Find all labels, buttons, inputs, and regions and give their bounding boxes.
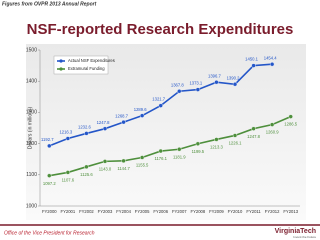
data-label: 1125.6 [80, 172, 93, 177]
footer-office: Office of the Vice President for Researc… [4, 230, 95, 236]
data-label: 1199.5 [192, 149, 205, 154]
legend-label: Extramural Funding [68, 66, 105, 71]
point [158, 103, 163, 108]
x-tick-label: FY2001 [61, 209, 76, 214]
point [269, 122, 275, 127]
data-label: 1289.6 [134, 107, 147, 112]
data-label: 1450.1 [245, 57, 258, 62]
x-tick-label: FY2006 [153, 209, 168, 214]
y-tick-label: 1000 [26, 203, 37, 209]
x-tick-label: FY2002 [79, 209, 94, 214]
y-tick-label: 1200 [26, 141, 37, 147]
data-label: 1213.3 [210, 145, 223, 150]
x-tick-label: FY2010 [228, 209, 243, 214]
logo: VirginiaTech [275, 228, 316, 235]
point [288, 114, 293, 119]
point [232, 133, 238, 138]
x-tick-label: FY2005 [135, 209, 150, 214]
point [84, 164, 89, 170]
header: Figures from OVPR 2013 Annual Report [2, 1, 97, 7]
data-label: 1247.8 [97, 120, 110, 125]
logo-tagline: Invent the Future [293, 235, 316, 239]
point [232, 82, 238, 87]
series-line [49, 115, 292, 177]
point [47, 143, 52, 149]
point [84, 131, 89, 136]
data-label: 1373.1 [189, 81, 202, 86]
data-label: 1192.7 [41, 137, 54, 142]
x-tick-label: FY2009 [209, 209, 224, 214]
data-label: 1226.1 [229, 141, 242, 146]
x-tick-label: FY2012 [265, 209, 280, 214]
data-label: 1232.6 [78, 125, 91, 130]
data-label: 1097.2 [43, 181, 56, 186]
data-label: 1247.8 [247, 134, 260, 139]
point [102, 126, 108, 131]
data-label: 1155.5 [136, 163, 149, 168]
y-tick-label: 1500 [26, 47, 37, 53]
data-label: 1321.7 [152, 97, 165, 102]
x-tick-label: FY2007 [172, 209, 187, 214]
legend-marker [59, 59, 63, 63]
y-tick-label: 1100 [26, 172, 37, 178]
data-label: 1176.1 [154, 156, 167, 161]
legend-box [53, 55, 109, 75]
point [177, 89, 182, 94]
x-tick-label: FY2004 [116, 209, 131, 214]
y-tick-label: 1300 [26, 110, 37, 116]
x-tick-label: FY2003 [98, 209, 113, 214]
data-label: 1216.3 [59, 130, 72, 135]
point [177, 147, 182, 152]
x-tick-label: FY2013 [283, 209, 298, 214]
data-label: 1454.4 [264, 55, 277, 60]
point [65, 136, 71, 141]
data-label: 1367.8 [171, 82, 184, 87]
data-label: 1143.0 [99, 166, 112, 171]
x-tick-label: FY2011 [246, 209, 261, 214]
point [121, 119, 126, 125]
data-label: 1181.9 [173, 154, 186, 159]
data-label: 1390.2 [227, 75, 240, 80]
point [121, 158, 126, 164]
point [251, 63, 256, 68]
data-label: 1396.7 [208, 73, 221, 78]
x-tick-label: FY2000 [42, 209, 57, 214]
x-tick-label: FY2008 [191, 209, 206, 214]
y-tick-label: 1400 [26, 79, 37, 85]
point [139, 155, 145, 160]
point [158, 148, 163, 154]
point [195, 141, 201, 146]
point [195, 87, 201, 92]
point [269, 62, 275, 67]
point [65, 170, 71, 175]
data-label: 1286.5 [284, 122, 297, 127]
legend-label: Actual NSF Expenditures [68, 58, 115, 63]
point [214, 80, 219, 85]
point [47, 173, 52, 178]
chart-title: NSF-reported Research Expenditures [27, 21, 294, 38]
point [139, 113, 145, 118]
data-label: 1260.9 [266, 130, 279, 135]
data-label: 1144.7 [117, 166, 130, 171]
data-label: 1107.6 [62, 178, 75, 183]
legend-marker [59, 67, 63, 71]
data-label: 1268.7 [115, 113, 128, 118]
point [251, 126, 256, 131]
point [102, 159, 108, 164]
y-axis-label: Dollars (in millions) [27, 107, 33, 150]
point [214, 137, 219, 142]
